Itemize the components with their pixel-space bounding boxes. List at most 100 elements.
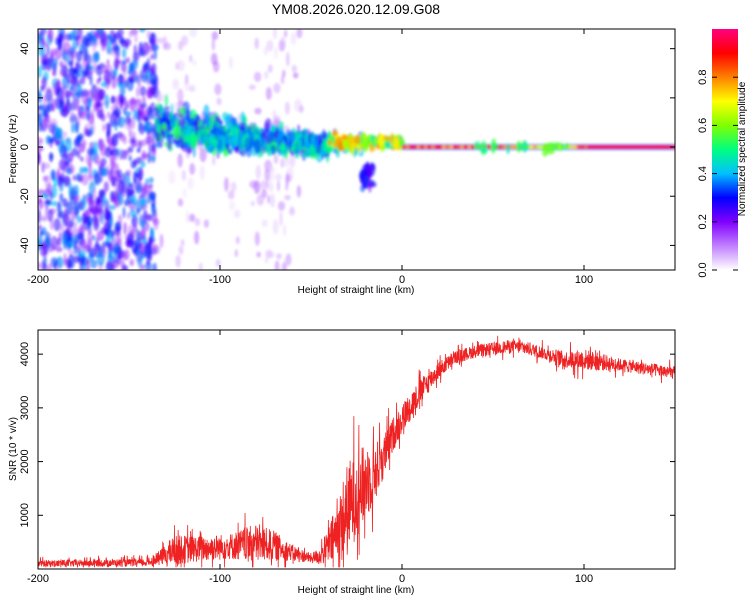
heatmap-cell bbox=[95, 208, 104, 214]
heatmap-cell bbox=[94, 173, 101, 186]
heatmap-cell bbox=[139, 69, 144, 80]
heatmap-cell bbox=[383, 136, 391, 142]
heatmap-cell bbox=[103, 219, 109, 230]
carrier-line-segment bbox=[664, 145, 668, 149]
heatmap-cell bbox=[128, 30, 133, 38]
heatmap-cell bbox=[76, 216, 83, 223]
heatmap-cell bbox=[50, 169, 57, 181]
heatmap-cell bbox=[341, 134, 349, 141]
heatmap-cell bbox=[108, 259, 112, 270]
heatmap-cell bbox=[38, 224, 43, 231]
heatmap-cell bbox=[216, 97, 222, 106]
heatmap-cell bbox=[250, 200, 255, 207]
heatmap-cell bbox=[65, 167, 73, 175]
heatmap-cell bbox=[104, 146, 112, 158]
heatmap-cell bbox=[177, 40, 184, 51]
heatmap-cell bbox=[132, 170, 138, 184]
heatmap-cell bbox=[269, 165, 276, 173]
heatmap-cell bbox=[126, 212, 131, 220]
heatmap-cell bbox=[134, 75, 140, 84]
heatmap-cell bbox=[114, 199, 119, 207]
carrier-line-segment bbox=[587, 145, 592, 149]
heatmap-cell bbox=[92, 45, 96, 52]
heatmap-cell bbox=[74, 240, 78, 249]
heatmap-cell bbox=[66, 60, 73, 66]
heatmap-cell bbox=[211, 38, 215, 51]
heatmap-cell bbox=[548, 141, 556, 155]
heatmap-cell bbox=[491, 142, 499, 151]
heatmap-cell bbox=[173, 126, 181, 141]
heatmap-cell bbox=[199, 165, 205, 180]
heatmap-cell bbox=[38, 136, 42, 145]
heatmap-cell bbox=[156, 37, 164, 44]
heatmap-cell bbox=[71, 122, 75, 134]
snr-axes: -200 -100 0 100 1000 2000 3000 4000 bbox=[19, 330, 675, 585]
heatmap-cell bbox=[159, 233, 164, 248]
heatmap-cell bbox=[153, 219, 159, 231]
carrier-line-segment bbox=[503, 145, 508, 149]
heatmap-cell bbox=[87, 163, 93, 178]
heatmap-cell bbox=[41, 42, 49, 48]
heatmap-cell bbox=[98, 76, 102, 82]
heatmap-cell bbox=[239, 111, 246, 123]
heatmap-cell bbox=[139, 243, 144, 256]
heatmap-cell bbox=[139, 139, 147, 147]
heatmap-cell bbox=[149, 191, 156, 201]
y-tick-label: 1000 bbox=[19, 503, 31, 527]
heatmap-cell bbox=[117, 214, 123, 226]
heatmap-cell bbox=[149, 176, 154, 184]
heatmap-cell bbox=[85, 197, 93, 204]
heatmap-cell bbox=[185, 210, 190, 224]
heatmap-cell bbox=[162, 117, 166, 123]
heatmap-cell bbox=[189, 109, 197, 122]
snr-series-line bbox=[38, 335, 675, 568]
carrier-line-segment bbox=[529, 145, 534, 149]
heatmap-cell bbox=[373, 137, 379, 145]
heatmap-cell bbox=[125, 169, 132, 177]
heatmap-cell bbox=[133, 220, 137, 233]
heatmap-cell bbox=[285, 129, 291, 135]
heatmap-cell bbox=[100, 81, 108, 88]
heatmap-cell bbox=[255, 165, 261, 180]
heatmap-cell bbox=[285, 253, 292, 266]
heatmap-cell bbox=[229, 200, 235, 211]
heatmap-cell bbox=[144, 121, 151, 132]
heatmap-cell bbox=[87, 96, 93, 108]
heatmap-cell bbox=[110, 190, 114, 203]
heatmap-cell bbox=[148, 237, 152, 251]
carrier-line-segment bbox=[631, 145, 636, 149]
heatmap-cell bbox=[117, 191, 124, 206]
heatmap-cell bbox=[177, 198, 184, 207]
heatmap-cell bbox=[473, 141, 481, 151]
heatmap-cell bbox=[189, 29, 197, 38]
heatmap-cell bbox=[49, 152, 53, 163]
carrier-line-segment bbox=[624, 145, 628, 149]
heatmap-cell bbox=[211, 138, 218, 147]
heatmap-cell bbox=[182, 188, 187, 198]
heatmap-cell bbox=[91, 34, 97, 43]
heatmap-cell bbox=[289, 207, 296, 216]
heatmap-cell bbox=[44, 199, 52, 205]
heatmap-cell bbox=[104, 94, 110, 109]
heatmap-cell bbox=[141, 96, 146, 104]
heatmap-cell bbox=[96, 251, 105, 267]
carrier-line-segment bbox=[594, 145, 599, 149]
heatmap-cell bbox=[60, 108, 68, 117]
heatmap-cell bbox=[199, 147, 207, 163]
heatmap-cell bbox=[149, 226, 154, 235]
heatmap-cell bbox=[112, 259, 119, 269]
heatmap-cell bbox=[57, 177, 63, 188]
heatmap-cell bbox=[46, 44, 50, 57]
heatmap-cell bbox=[128, 98, 137, 105]
heatmap-cell bbox=[85, 128, 92, 137]
heatmap-cell bbox=[41, 193, 48, 199]
heatmap-cell bbox=[363, 175, 369, 188]
heatmap-cell bbox=[276, 253, 282, 260]
heatmap-cell bbox=[38, 261, 41, 270]
carrier-line-segment bbox=[463, 145, 468, 149]
heatmap-cell bbox=[51, 122, 56, 135]
heatmap-cell bbox=[364, 141, 369, 147]
spectrogram-image bbox=[38, 29, 675, 270]
heatmap-cell bbox=[87, 147, 95, 156]
heatmap-cell bbox=[59, 192, 64, 202]
